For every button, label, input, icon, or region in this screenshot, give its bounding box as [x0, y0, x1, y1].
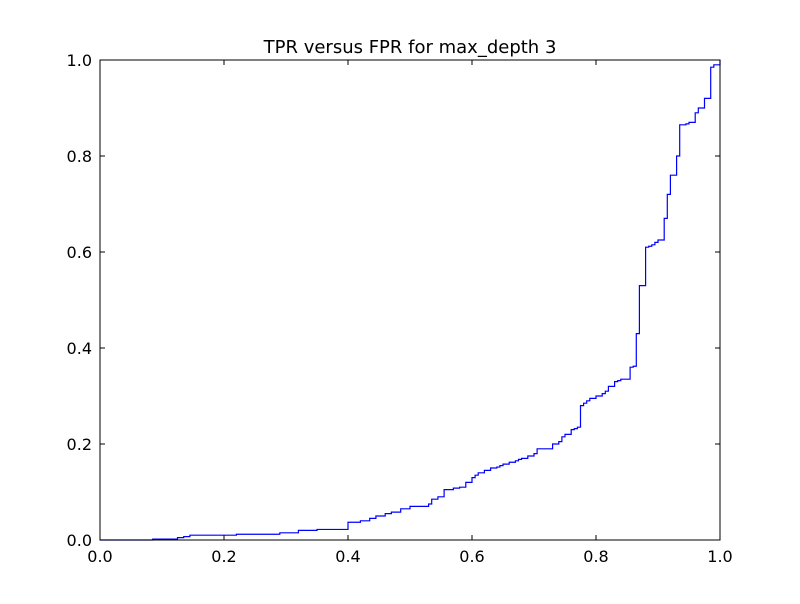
plot-area [100, 60, 721, 541]
plot-frame [99, 59, 721, 541]
y-tick-label: 0.8 [67, 147, 92, 166]
y-tick-label: 0.6 [67, 243, 92, 262]
chart-title: TPR versus FPR for max_depth 3 [263, 37, 557, 58]
x-axis: 0.0 0.2 0.4 0.6 0.8 1.0 [87, 60, 733, 566]
x-tick-label: 1.0 [707, 547, 732, 566]
y-tick-label: 0.4 [67, 339, 92, 358]
x-tick-label: 0.8 [583, 547, 608, 566]
y-tick-label: 0.2 [67, 435, 92, 454]
y-tick-label: 0.0 [67, 531, 92, 550]
x-tick-label: 0.4 [335, 547, 360, 566]
y-axis: 0.0 0.2 0.4 0.6 0.8 1.0 [67, 51, 720, 550]
x-tick-label: 0.0 [87, 547, 112, 566]
y-tick-label: 1.0 [67, 51, 92, 70]
x-tick-label: 0.2 [211, 547, 236, 566]
x-tick-label: 0.6 [459, 547, 484, 566]
series-line-0 [100, 60, 721, 541]
